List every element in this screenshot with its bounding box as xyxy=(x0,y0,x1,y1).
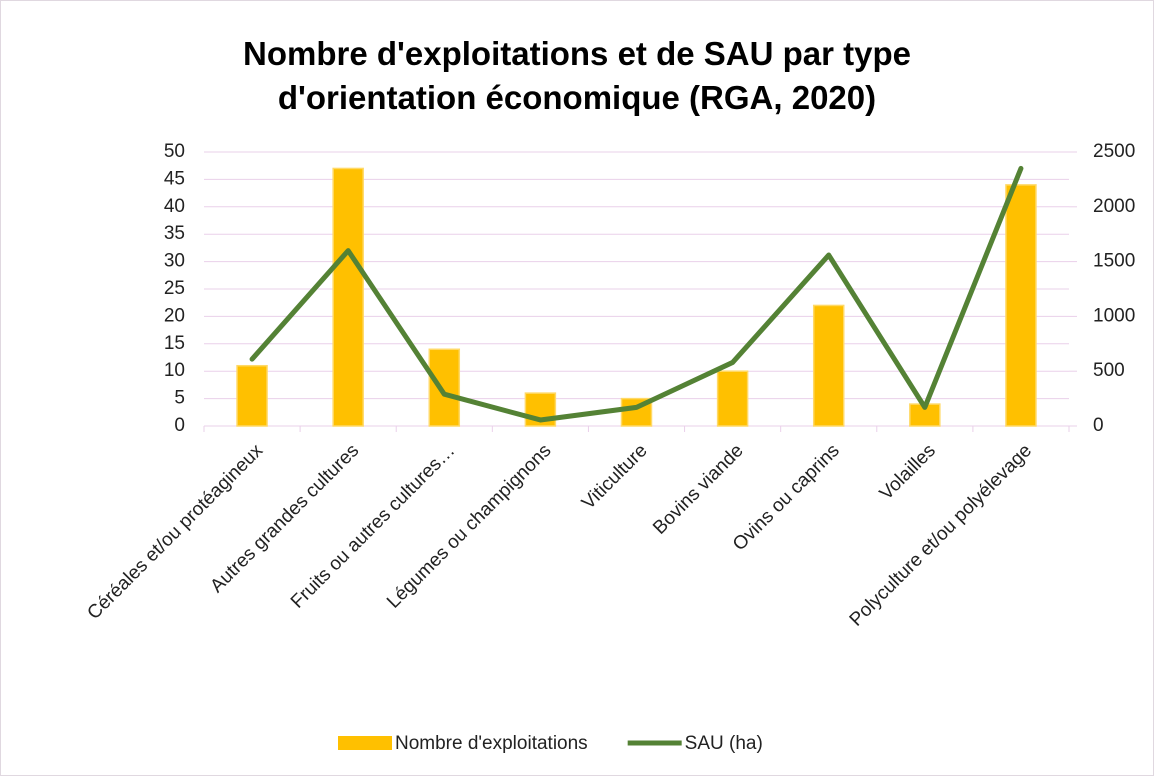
x-tick-label: Légumes ou champignons xyxy=(383,440,555,612)
y2-tick-label: 0 xyxy=(1093,415,1104,436)
line-series xyxy=(249,165,1024,423)
y-tick-label: 20 xyxy=(164,305,185,326)
bar xyxy=(716,370,749,427)
y2-tick-label: 1000 xyxy=(1093,305,1135,326)
y-tick-label: 30 xyxy=(164,251,185,272)
bar xyxy=(428,348,461,427)
x-tick-label: Volailles xyxy=(876,440,940,504)
legend-label: SAU (ha) xyxy=(685,733,763,754)
y-tick-label: 10 xyxy=(164,360,185,381)
chart-title: Nombre d'exploitations et de SAU par typ… xyxy=(243,35,911,116)
y2-tick-label: 2500 xyxy=(1093,141,1135,162)
x-tick-label: Polyculture et/ou polyélevage xyxy=(846,440,1036,630)
y-tick-label: 35 xyxy=(164,223,185,244)
bar xyxy=(236,364,268,427)
y-tick-label: 25 xyxy=(164,278,185,299)
x-tick-label: Ovins ou caprins xyxy=(729,440,844,555)
y-tick-label: 45 xyxy=(164,168,185,189)
bar xyxy=(332,167,364,427)
legend-swatch xyxy=(338,736,392,750)
legend-label: Nombre d'exploitations xyxy=(395,733,588,754)
y-tick-label: 50 xyxy=(164,141,185,162)
y2-tick-label: 1500 xyxy=(1093,251,1135,272)
x-tick-label: Céréales et/ou protéagineux xyxy=(83,440,267,624)
x-tick-label: Fruits ou autres cultures… xyxy=(287,440,459,612)
y-tick-label: 5 xyxy=(174,388,185,409)
y-tick-label: 40 xyxy=(164,196,185,217)
y2-tick-label: 2000 xyxy=(1093,196,1135,217)
y-tick-label: 15 xyxy=(164,333,185,354)
x-tick-label: Bovins viande xyxy=(649,440,747,538)
y2-tick-label: 500 xyxy=(1093,360,1125,381)
y-tick-label: 0 xyxy=(174,415,185,436)
x-tick-label: Viticulture xyxy=(578,440,652,514)
bar xyxy=(1005,184,1037,427)
bar xyxy=(812,304,845,427)
